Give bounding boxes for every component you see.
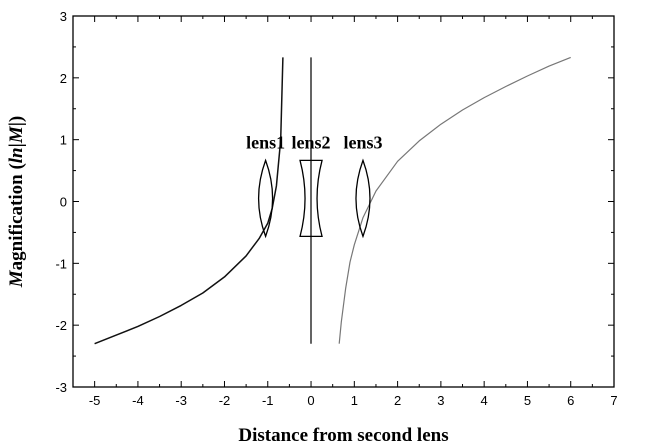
x-tick-label: 5 <box>524 393 531 408</box>
y-tick-label: -3 <box>55 380 67 395</box>
series-line-1 <box>94 57 284 345</box>
y-tick-label: -1 <box>55 256 67 271</box>
x-tick-label: 7 <box>610 393 617 408</box>
lens1-label: lens1 <box>246 132 285 152</box>
lens1-lens-icon <box>258 158 274 239</box>
x-tick-label: 3 <box>437 393 444 408</box>
y-tick-label: -2 <box>55 318 67 333</box>
y-tick-label: 3 <box>60 9 67 24</box>
x-axis-title: Distance from second lens <box>238 425 448 446</box>
y-tick-label: 2 <box>60 71 67 86</box>
lens2-lens-icon <box>299 159 323 238</box>
x-tick-label: -1 <box>262 393 274 408</box>
plot-frame <box>72 15 615 388</box>
y-axis-title: Magnification (ln|M|) <box>6 116 27 289</box>
lens3-lens-icon <box>355 158 371 239</box>
lens3-label: lens3 <box>343 132 382 152</box>
x-tick-label: -5 <box>89 393 101 408</box>
x-tick-label: 0 <box>307 393 314 408</box>
x-tick-label: -2 <box>219 393 231 408</box>
y-tick-label: 0 <box>60 195 67 210</box>
x-tick-label: 1 <box>351 393 358 408</box>
lens2-label: lens2 <box>292 132 331 152</box>
y-tick-label: 1 <box>60 133 67 148</box>
x-tick-label: 4 <box>481 393 488 408</box>
x-tick-label: -4 <box>132 393 144 408</box>
x-tick-label: -3 <box>175 393 187 408</box>
x-tick-label: 2 <box>394 393 401 408</box>
series-line-3 <box>338 56 571 344</box>
x-tick-label: 6 <box>567 393 574 408</box>
